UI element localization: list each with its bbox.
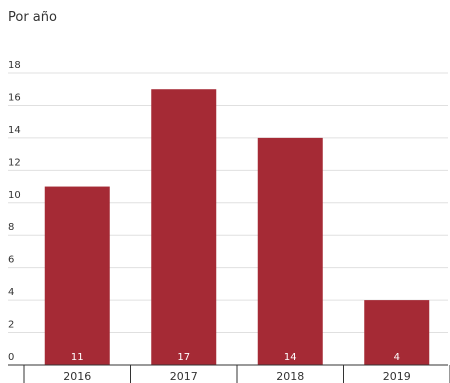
- data-label-2017: 17: [177, 352, 190, 363]
- bar-2019: [364, 300, 430, 365]
- x-tick-label-2018: 2018: [276, 370, 304, 383]
- y-tick-label-6: 6: [8, 255, 14, 266]
- y-tick-label-4: 4: [8, 287, 14, 298]
- bar-2018: [257, 137, 323, 365]
- y-tick-label-0: 0: [8, 352, 14, 363]
- data-label-2016: 11: [71, 352, 84, 363]
- x-tick-label-2019: 2019: [383, 370, 411, 383]
- y-tick-label-18: 18: [8, 60, 21, 71]
- y-tick-label-14: 14: [8, 125, 21, 136]
- bar-2016: [44, 186, 110, 365]
- x-tick-label-2016: 2016: [63, 370, 91, 383]
- y-tick-label-12: 12: [8, 157, 21, 168]
- data-label-2018: 14: [284, 352, 297, 363]
- data-label-2019: 4: [394, 352, 400, 363]
- chart-title: Por año: [8, 10, 57, 25]
- bar-2017: [151, 89, 217, 365]
- y-tick-label-16: 16: [8, 92, 21, 103]
- x-tick-label-2017: 2017: [170, 370, 198, 383]
- y-tick-label-2: 2: [8, 320, 14, 331]
- y-tick-label-8: 8: [8, 222, 14, 233]
- y-tick-label-10: 10: [8, 190, 21, 201]
